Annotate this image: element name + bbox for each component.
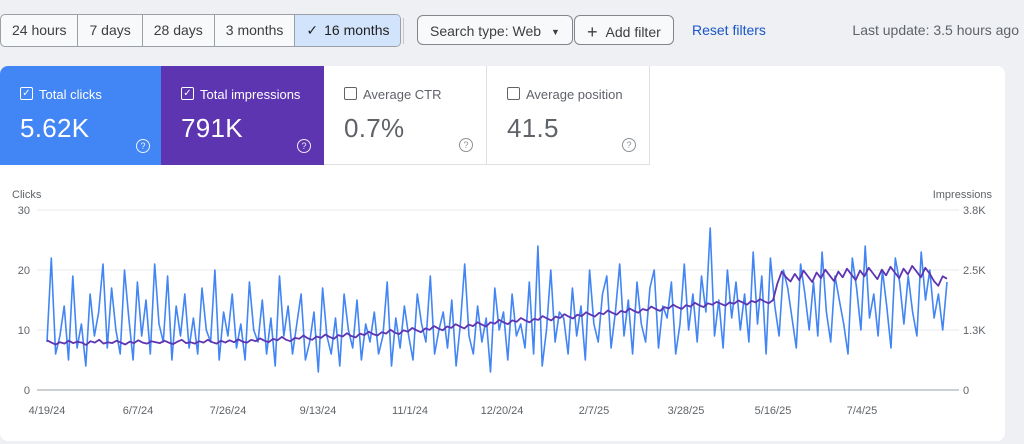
help-icon[interactable]: ? [622,138,636,152]
right-axis-tick: 1.3K [963,325,986,337]
x-axis-tick: 6/7/24 [123,405,154,417]
left-axis-tick: 30 [18,205,30,217]
range-28-days[interactable]: 28 days [143,15,215,46]
range-16-months-label: 16 months [324,22,390,38]
metric-average-position[interactable]: Average position 41.5 ? [487,66,650,165]
metric-average-ctr[interactable]: Average CTR 0.7% ? [324,66,487,165]
x-axis-tick: 12/20/24 [481,405,524,417]
x-axis-tick: 9/13/24 [300,405,337,417]
checkbox-unchecked-icon[interactable] [507,87,520,101]
toolbar: 24 hours 7 days 28 days 3 months ✓ 16 mon… [0,0,1024,62]
add-filter-button[interactable]: + Add filter [574,15,674,45]
metric-label: Average position [526,87,623,102]
checkbox-checked-icon[interactable]: ✓ [20,87,33,101]
metric-label: Average CTR [363,87,442,102]
toolbar-divider [403,18,404,44]
x-axis-tick: 2/7/25 [579,405,610,417]
help-icon[interactable]: ? [297,139,311,153]
add-filter-label: Add filter [605,24,661,40]
right-axis-tick: 2.5K [963,265,986,277]
x-axis-tick: 5/16/25 [755,405,792,417]
metric-value: 0.7% [344,113,405,143]
reset-filters-link[interactable]: Reset filters [692,22,766,38]
left-axis-title: Clicks [12,189,42,201]
metric-value: 791K [181,113,243,143]
checkbox-unchecked-icon[interactable] [344,87,357,101]
performance-card: ✓ Total clicks 5.62K ? ✓ Total impressions… [0,66,1005,441]
last-update-text: Last update: 3.5 hours ago [852,22,1019,38]
x-axis-tick: 4/19/24 [29,405,66,417]
metric-total-clicks[interactable]: ✓ Total clicks 5.62K ? [0,66,163,165]
right-axis-tick: 0 [963,385,969,397]
range-3-months[interactable]: 3 months [215,15,296,46]
help-icon[interactable]: ? [136,139,150,153]
right-axis-tick: 3.8K [963,205,986,217]
left-axis-tick: 20 [18,265,30,277]
range-16-months[interactable]: ✓ 16 months [295,15,401,46]
x-axis-tick: 3/28/25 [668,405,705,417]
date-range-selector: 24 hours 7 days 28 days 3 months ✓ 16 mon… [0,14,402,47]
checkbox-checked-icon[interactable]: ✓ [181,87,194,101]
x-axis-tick: 7/26/24 [210,405,247,417]
help-icon[interactable]: ? [459,138,473,152]
x-axis-tick: 11/1/24 [392,405,428,417]
metric-value: 5.62K [20,113,90,143]
metric-label: Total impressions [200,87,301,102]
plus-icon: + [587,22,598,42]
clicks-series-line [46,227,948,373]
left-axis-tick: 0 [24,385,30,397]
metric-value: 41.5 [507,113,559,143]
dropdown-arrow-icon: ▼ [551,27,560,37]
metric-label: Total clicks [39,87,102,102]
metric-total-impressions[interactable]: ✓ Total impressions 791K ? [161,66,324,165]
search-type-dropdown[interactable]: Search type: Web ▼ [417,15,573,45]
search-type-label: Search type: Web [430,23,542,39]
check-icon: ✓ [306,22,319,38]
left-axis-tick: 10 [18,325,30,337]
impressions-series-line [46,264,948,346]
range-7-days[interactable]: 7 days [78,15,143,46]
range-24-hours[interactable]: 24 hours [1,15,79,46]
x-axis-tick: 7/4/25 [847,405,878,417]
right-axis-title: Impressions [933,189,993,201]
